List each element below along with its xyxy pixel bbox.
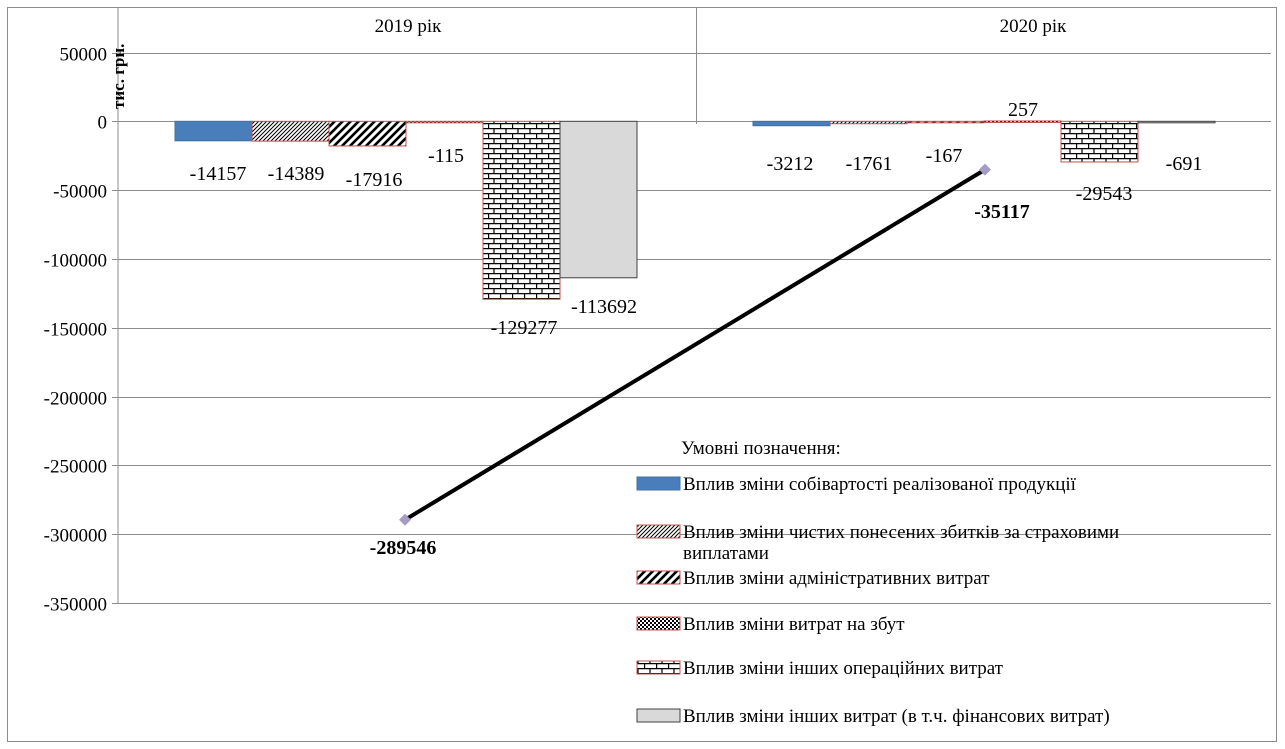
bar-value-label: -29543 — [1076, 183, 1133, 205]
chart-frame: 50000 0 -50000 -100000 -150000 -200000 -250000… — [7, 7, 1277, 742]
bar — [1137, 120, 1216, 124]
bar — [906, 120, 985, 124]
legend-label-line: Вплив зміни чистих понесених збитків за … — [683, 522, 1119, 543]
total-line — [403, 167, 987, 522]
y-tick-label: -200000 — [44, 389, 107, 410]
y-tick-label: -50000 — [53, 182, 107, 203]
y-tick-label: 0 — [98, 113, 108, 134]
legend-label: Вплив зміни адміністративних витрат — [683, 568, 990, 589]
bar — [1060, 120, 1139, 163]
bar-value-label: -14157 — [190, 163, 247, 185]
bar-value-label: -113692 — [571, 296, 637, 318]
y-axis-title: тис. грн. — [109, 44, 128, 109]
legend-swatch — [636, 524, 681, 539]
bar-value-label: -115 — [428, 145, 464, 167]
legend-label-line: виплатами — [683, 543, 769, 564]
bar — [983, 120, 1062, 123]
legend-swatch — [636, 570, 681, 585]
legend-label: Вплив зміни собівартості реалізованої пр… — [683, 474, 1077, 495]
bar — [405, 120, 484, 124]
total-value-label: -289546 — [370, 537, 437, 559]
bar-value-label: -691 — [1166, 153, 1203, 175]
legend-label: Вплив зміни чистих понесених збитків за … — [683, 522, 1119, 564]
bar-value-label: -1761 — [846, 153, 893, 175]
category-label: 2020 рік — [1000, 16, 1068, 37]
y-tick-label: 50000 — [60, 45, 108, 66]
bar-value-label: 257 — [1008, 99, 1038, 121]
bar-chart: 50000 0 -50000 -100000 -150000 -200000 -250000… — [44, 8, 1271, 727]
legend-swatch — [636, 476, 681, 491]
legend-swatch — [636, 708, 681, 723]
y-tick-label: -300000 — [44, 526, 107, 547]
bar — [829, 120, 908, 125]
bar-value-label: -3212 — [767, 153, 814, 175]
bar — [482, 120, 561, 300]
legend-swatch — [636, 616, 681, 631]
bar — [174, 120, 253, 142]
legend-label: Вплив зміни інших витрат (в т.ч. фінансо… — [683, 706, 1110, 727]
bar — [328, 120, 407, 147]
total-marker — [979, 163, 991, 176]
legend-swatch — [636, 660, 681, 675]
legend-label: Вплив зміни інших операційних витрат — [683, 658, 1004, 679]
y-tick-label: -250000 — [44, 457, 107, 478]
category-label: 2019 рік — [375, 16, 443, 37]
legend-title: Умовні позначення: — [681, 438, 841, 459]
bar-value-label: -167 — [926, 145, 963, 167]
bar — [251, 120, 330, 142]
bar-value-label: -17916 — [346, 169, 403, 191]
bar — [752, 120, 831, 127]
y-tick-label: -350000 — [44, 595, 107, 616]
legend-label: Вплив зміни витрат на збут — [683, 614, 905, 635]
bar-value-label: -14389 — [268, 163, 325, 185]
total-value-label: -35117 — [974, 201, 1030, 223]
bar — [559, 120, 638, 279]
y-tick-label: -100000 — [44, 251, 107, 272]
bar-value-label: -129277 — [491, 317, 558, 339]
total-marker — [399, 513, 411, 526]
y-tick-label: -150000 — [44, 320, 107, 341]
